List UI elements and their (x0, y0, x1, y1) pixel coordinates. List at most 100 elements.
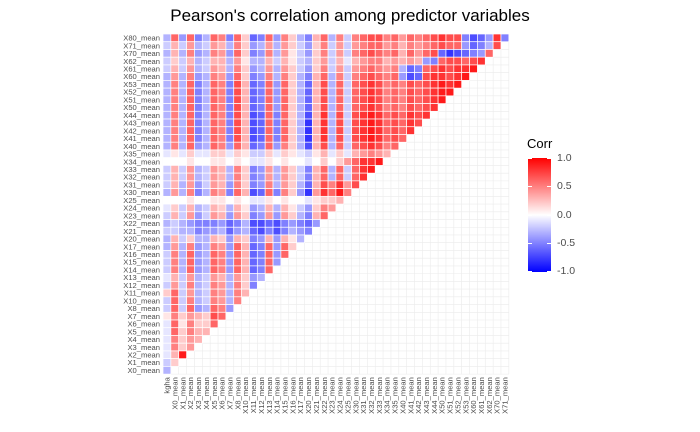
heatmap-cell (280, 87, 290, 97)
heatmap-cell (209, 234, 219, 244)
heatmap-cell (280, 126, 290, 135)
heatmap-cell (162, 165, 172, 174)
heatmap-cell (296, 110, 305, 120)
column-label: X24_mean (336, 377, 345, 414)
heatmap-cell (194, 195, 203, 205)
row-label: X50_mean (123, 103, 160, 112)
heatmap-cell (225, 257, 235, 267)
heatmap-cell (477, 49, 486, 58)
row-label: X20_mean (123, 235, 160, 244)
heatmap-cell (272, 141, 282, 151)
column-label: X8_mean (233, 377, 242, 410)
heatmap-cell (256, 33, 266, 43)
heatmap-cell (406, 118, 415, 128)
heatmap-cell (186, 288, 195, 298)
heatmap-cell (280, 80, 290, 89)
heatmap-cell (264, 80, 274, 89)
heatmap-cell (351, 95, 360, 104)
heatmap-cell (264, 134, 274, 143)
heatmap-cell (162, 157, 172, 166)
heatmap-cell (414, 33, 423, 43)
heatmap-cell (249, 64, 258, 73)
heatmap-cell (359, 72, 368, 81)
column-label: X33_mean (375, 377, 384, 414)
column-label: X23_mean (328, 377, 337, 414)
heatmap-cell (335, 165, 345, 174)
heatmap-cell (422, 72, 431, 81)
heatmap-cell (186, 188, 195, 197)
heatmap-cell (264, 172, 274, 182)
row-label: X3_mean (127, 343, 160, 352)
heatmap-cell (304, 110, 313, 120)
heatmap-cell (304, 95, 313, 104)
heatmap-cell (162, 33, 172, 43)
heatmap-cell (280, 172, 290, 182)
heatmap-cell (209, 257, 219, 267)
heatmap-cell (225, 250, 235, 259)
heatmap-cell (264, 211, 274, 220)
heatmap-cell (343, 180, 352, 189)
legend-tickmark (547, 243, 551, 244)
heatmap-cell (272, 33, 282, 43)
heatmap-cell (319, 87, 329, 97)
heatmap-cell (233, 103, 242, 112)
heatmap-cell (311, 141, 321, 151)
heatmap-cell (178, 80, 187, 89)
heatmap-cell (414, 56, 423, 66)
heatmap-cell (194, 87, 203, 97)
heatmap-cell (453, 41, 463, 50)
heatmap-cell (398, 56, 408, 66)
heatmap-cell (162, 134, 172, 143)
row-label: X62_mean (123, 57, 160, 66)
heatmap-cell (162, 188, 172, 197)
chart-title: Pearson's correlation among predictor va… (170, 6, 530, 25)
heatmap-cell (249, 95, 258, 104)
heatmap-cell (233, 250, 242, 259)
heatmap-cell (311, 172, 321, 182)
heatmap-cell (201, 281, 211, 290)
heatmap-cell (406, 103, 415, 112)
column-label: X42_mean (414, 377, 423, 414)
heatmap-cell (280, 180, 290, 189)
heatmap-cell (233, 126, 242, 135)
row-label: X30_mean (123, 188, 160, 197)
column-label: X16_mean (288, 377, 297, 414)
heatmap-cell (335, 118, 345, 128)
heatmap-cell (217, 33, 227, 43)
heatmap-cell (429, 33, 439, 43)
column-label: kgha (163, 376, 172, 393)
heatmap-cell (241, 134, 250, 143)
heatmap-cell (209, 56, 219, 66)
row-label: X52_mean (123, 88, 160, 97)
heatmap-cell (186, 335, 195, 344)
column-label: X15_mean (281, 377, 290, 414)
legend-tickmark (547, 215, 551, 216)
heatmap-cell (217, 41, 227, 50)
heatmap-cell (288, 41, 297, 50)
heatmap-cell (217, 304, 227, 313)
heatmap-cell (256, 72, 266, 81)
heatmap-cell (225, 110, 235, 120)
heatmap-cell (500, 33, 510, 43)
heatmap-cell (233, 242, 242, 251)
heatmap-cell (233, 80, 242, 89)
heatmap-cell (162, 219, 172, 228)
heatmap-cell (319, 80, 329, 89)
heatmap-cell (194, 335, 203, 344)
heatmap-cell (319, 118, 329, 128)
legend-tickmark (547, 186, 551, 187)
heatmap-cell (374, 110, 384, 120)
heatmap-cell (335, 87, 345, 97)
heatmap-cell (398, 118, 408, 128)
heatmap-cell (225, 157, 235, 166)
heatmap-cell (209, 180, 219, 189)
heatmap-cell (186, 319, 195, 329)
heatmap-cell (194, 180, 203, 189)
heatmap-cell (201, 165, 211, 174)
row-label: X13_mean (123, 273, 160, 282)
heatmap-cell (194, 311, 203, 321)
heatmap-cell (233, 211, 242, 220)
heatmap-cell (170, 350, 180, 360)
column-label: X25_mean (343, 377, 352, 414)
heatmap-cell (178, 335, 187, 344)
